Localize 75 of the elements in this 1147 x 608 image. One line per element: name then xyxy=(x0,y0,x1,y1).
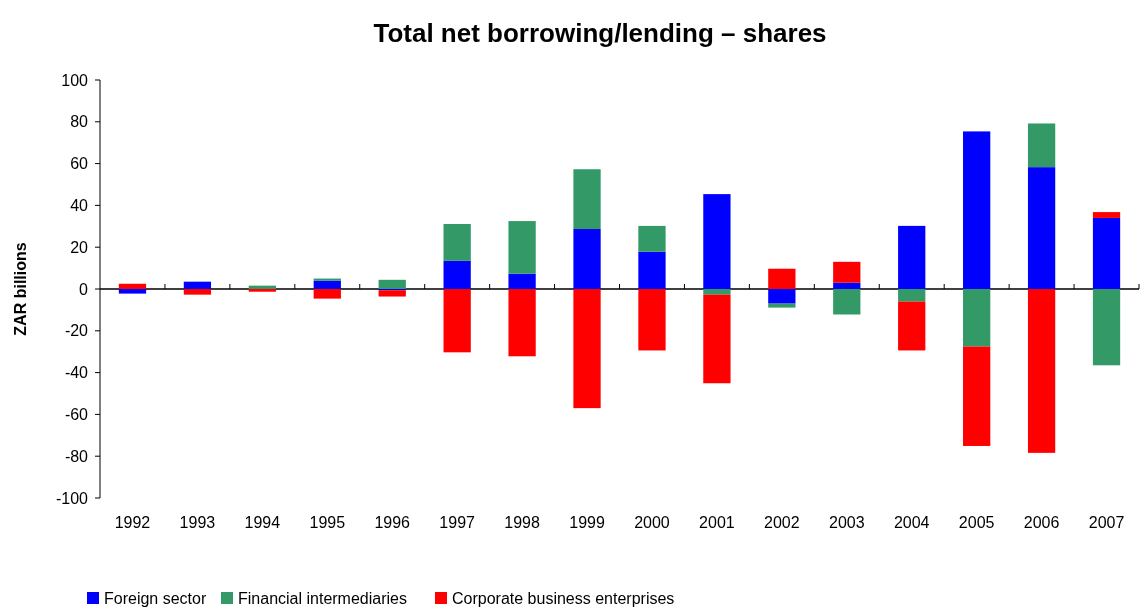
bar xyxy=(313,280,341,289)
x-tick-label: 1995 xyxy=(309,514,346,531)
bar xyxy=(833,289,861,315)
legend-label: Corporate business enterprises xyxy=(452,590,675,607)
bar xyxy=(508,273,536,289)
bar xyxy=(638,225,666,252)
bar xyxy=(118,283,147,289)
bar xyxy=(703,194,731,289)
bar xyxy=(898,225,926,289)
y-tick-label: 40 xyxy=(70,197,89,214)
bar xyxy=(118,289,147,294)
x-tick-label: 1999 xyxy=(569,514,605,531)
legend-label: Financial intermediaries xyxy=(238,590,407,607)
y-tick-label: 0 xyxy=(79,280,89,298)
y-tick-label: -100 xyxy=(55,489,89,507)
x-tick-label: 2007 xyxy=(1088,514,1125,531)
bar xyxy=(963,131,991,289)
bar xyxy=(378,279,406,289)
bar xyxy=(443,224,471,261)
bar xyxy=(963,289,991,347)
chart-title: Total net borrowing/lending – shares xyxy=(373,18,827,48)
x-tick-label: 2000 xyxy=(634,514,670,531)
x-tick-label: 2002 xyxy=(764,514,800,531)
bar xyxy=(573,229,601,289)
bar xyxy=(248,289,276,292)
bar xyxy=(1027,289,1056,453)
bar xyxy=(768,289,796,304)
x-tick-label: 1997 xyxy=(439,514,476,531)
y-axis-title: ZAR billions xyxy=(12,242,29,336)
bar xyxy=(573,169,601,230)
bar xyxy=(183,281,212,289)
x-tick-label: 1992 xyxy=(114,514,151,531)
bar xyxy=(1092,212,1121,218)
legend-label: Foreign sector xyxy=(104,590,207,607)
y-tick-label: -60 xyxy=(64,406,89,423)
bar xyxy=(638,289,666,351)
bar xyxy=(833,282,861,289)
bar xyxy=(443,289,471,353)
bar xyxy=(313,289,341,299)
bar xyxy=(183,289,212,295)
x-tick-label: 2005 xyxy=(958,514,995,531)
bar xyxy=(1027,123,1056,168)
bar xyxy=(508,221,536,274)
bar xyxy=(703,289,731,295)
bar xyxy=(833,261,861,283)
y-tick-label: 60 xyxy=(70,155,89,173)
x-tick-label: 2004 xyxy=(893,514,930,531)
x-tick-label: 1994 xyxy=(244,514,281,531)
y-tick-label: 80 xyxy=(70,113,89,131)
bar xyxy=(378,290,406,297)
y-tick-label: 20 xyxy=(70,238,89,256)
x-tick-label: 1993 xyxy=(179,514,216,531)
bar xyxy=(313,278,341,281)
bar xyxy=(963,346,991,446)
bar xyxy=(443,260,471,289)
bar xyxy=(573,289,601,409)
bar xyxy=(638,251,666,289)
x-tick-label: 2006 xyxy=(1023,514,1060,531)
bar xyxy=(508,289,536,357)
bar xyxy=(768,268,796,289)
bar xyxy=(1092,289,1121,366)
y-tick-label: -80 xyxy=(64,447,89,465)
y-tick-label: 100 xyxy=(61,71,89,89)
bar xyxy=(1092,217,1121,289)
bar xyxy=(1027,167,1056,289)
bar xyxy=(703,294,731,384)
x-tick-label: 2003 xyxy=(828,514,865,531)
x-tick-label: 1996 xyxy=(374,514,411,531)
x-tick-label: 2001 xyxy=(699,514,735,531)
x-tick-label: 1998 xyxy=(504,514,540,531)
y-tick-label: -20 xyxy=(64,322,89,340)
bar xyxy=(898,289,926,302)
bar xyxy=(898,301,926,351)
y-tick-label: -40 xyxy=(64,364,89,382)
bar xyxy=(768,303,796,308)
